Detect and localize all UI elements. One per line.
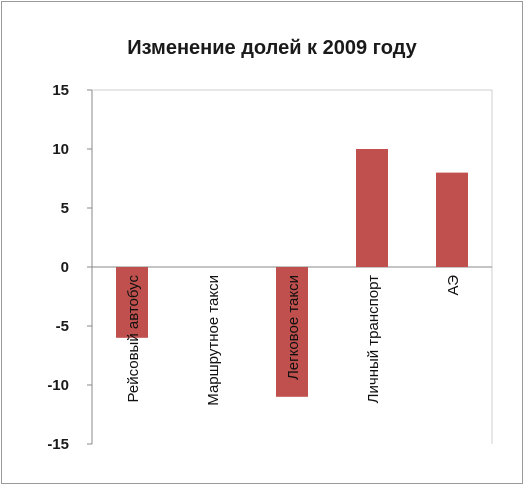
y-tick-label: -10 <box>47 377 69 394</box>
bar <box>356 149 388 267</box>
y-tick-label: 0 <box>61 259 69 276</box>
category-label: Маршрутное такси <box>205 275 222 406</box>
bar <box>116 267 148 338</box>
bar-series <box>116 149 468 397</box>
category-label: Легковое такси <box>285 275 302 380</box>
y-tick-label: 15 <box>52 82 69 99</box>
category-labels: Рейсовый автобус Маршрутное такси Легковое… <box>125 275 462 406</box>
bar <box>436 172 468 267</box>
bar <box>276 267 308 397</box>
y-axis: 15 10 5 0 -5 -10 -15 <box>47 82 92 453</box>
y-tick-label: -5 <box>56 318 69 335</box>
category-label: АЭ <box>445 275 462 296</box>
chart-title: Изменение долей к 2009 году <box>127 37 417 59</box>
y-tick-label: 5 <box>61 200 69 217</box>
category-label: Личный транспорт <box>365 275 382 403</box>
y-tick-label: -15 <box>47 436 69 453</box>
category-label: Рейсовый автобус <box>125 275 142 403</box>
y-tick-label: 10 <box>52 141 69 158</box>
